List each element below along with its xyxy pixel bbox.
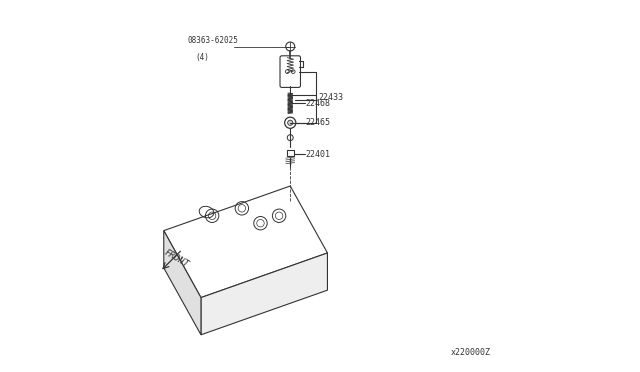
FancyBboxPatch shape xyxy=(280,56,300,87)
Circle shape xyxy=(287,120,293,125)
Polygon shape xyxy=(164,231,201,335)
Text: (4): (4) xyxy=(195,53,209,62)
Text: 08363-62025: 08363-62025 xyxy=(188,36,239,45)
Polygon shape xyxy=(201,253,328,335)
Polygon shape xyxy=(164,186,328,298)
Text: 22468: 22468 xyxy=(306,99,331,108)
Text: FRONT: FRONT xyxy=(163,248,191,269)
Text: x220000Z: x220000Z xyxy=(451,348,491,357)
Text: 22433: 22433 xyxy=(318,93,343,102)
Bar xyxy=(287,150,294,156)
Text: 22401: 22401 xyxy=(306,150,331,159)
Text: 22465: 22465 xyxy=(306,118,331,127)
